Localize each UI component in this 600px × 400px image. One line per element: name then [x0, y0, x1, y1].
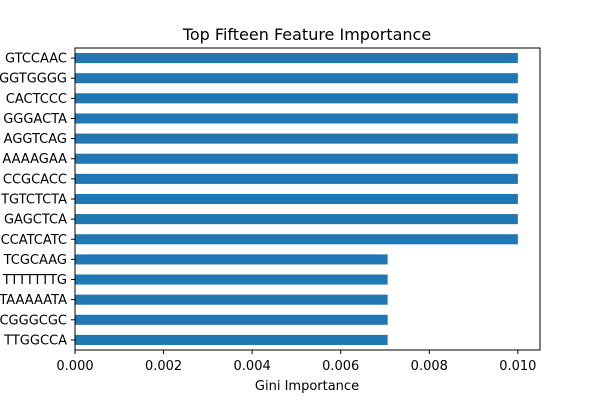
y-tick-label: GTCCAAC	[5, 52, 67, 67]
bar	[75, 234, 518, 245]
bar	[75, 133, 518, 144]
bar	[75, 254, 388, 265]
bar	[75, 93, 518, 104]
y-tick-label: CACTCCC	[6, 92, 67, 107]
y-tick-label: TCGCAAG	[3, 253, 67, 268]
bar	[75, 294, 388, 305]
x-tick-label: 0.010	[499, 359, 536, 374]
bar	[75, 113, 518, 124]
bar	[75, 53, 518, 64]
chart-title: Top Fifteen Feature Importance	[182, 25, 431, 44]
bar	[75, 334, 388, 345]
y-tick-label: CGGGCGC	[0, 313, 67, 328]
x-tick-labels: 0.000 0.002 0.004 0.006 0.008 0.010	[56, 350, 536, 374]
bar	[75, 193, 518, 205]
y-tick-label: AGGTCAG	[4, 132, 67, 147]
y-tick-label: CCGCACC	[3, 172, 67, 187]
x-tick-label: 0.000	[56, 359, 93, 374]
x-tick-label: 0.002	[145, 359, 182, 374]
plot-frame	[74, 47, 541, 351]
y-tick-label: CCATCATC	[1, 233, 67, 248]
y-tick-label: TTGGCCA	[3, 333, 67, 348]
bar	[75, 173, 518, 184]
bars-group	[75, 53, 518, 345]
y-tick-label: TGTCTCTA	[0, 193, 67, 208]
bar	[75, 314, 388, 325]
x-tick-label: 0.008	[411, 359, 448, 374]
bar	[75, 153, 518, 164]
y-tick-label: GAGCTCA	[4, 213, 67, 228]
y-tick-label: GGGACTA	[3, 112, 67, 127]
x-tick-label: 0.004	[234, 359, 271, 374]
bar	[75, 73, 518, 84]
bar	[75, 214, 518, 225]
x-tick-label: 0.006	[322, 359, 359, 374]
x-axis-label: Gini Importance	[255, 379, 359, 394]
bar	[75, 274, 388, 285]
y-tick-label: TTTTTTTG	[2, 273, 67, 288]
y-tick-label: TAAAAATA	[0, 293, 67, 308]
y-tick-label: AAAAGAA	[2, 152, 67, 167]
y-tick-label: GGTGGGG	[0, 72, 67, 87]
y-tick-labels: GTCCAAC GGTGGGG CACTCCC GGGACTA AGGTCAG AAAAG…	[0, 52, 75, 348]
